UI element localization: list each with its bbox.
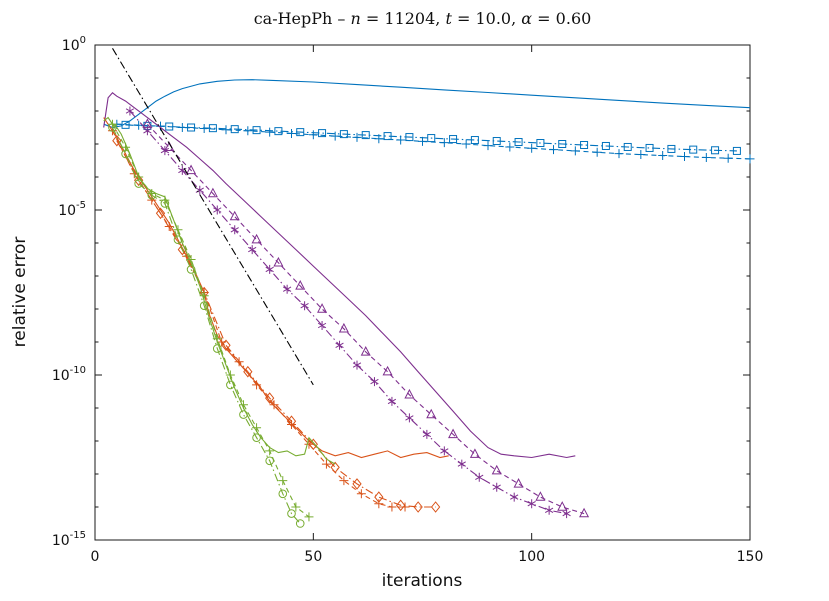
svg-text:10-10: 10-10	[52, 365, 86, 384]
title-segment: n	[350, 9, 361, 28]
series-purple-dashdot-asterisk	[129, 110, 567, 515]
x-axis-label: iterations	[381, 571, 463, 591]
svg-text:100: 100	[62, 35, 86, 54]
series-blue-dashed-plus	[116, 123, 751, 160]
series-green-dashed-plus	[112, 123, 310, 518]
title-segment: = 10.0,	[451, 9, 522, 28]
series-blue-dashdot-square	[125, 124, 737, 152]
chart-title: ca-HepPh – n = 11204, t = 10.0, α = 0.60	[95, 9, 750, 28]
svg-text:10-5: 10-5	[58, 200, 86, 219]
series-green-solid	[103, 116, 336, 465]
svg-text:50: 50	[304, 549, 322, 565]
title-segment: = 0.60	[532, 9, 592, 28]
svg-text:0: 0	[91, 549, 100, 565]
svg-text:10-15: 10-15	[52, 530, 86, 549]
series-green-dashdot-circle	[112, 127, 301, 524]
title-segment: ca-HepPh –	[253, 9, 351, 28]
title-segment: = 11204,	[360, 9, 446, 28]
svg-text:150: 150	[737, 549, 764, 565]
title-segment: t	[445, 9, 452, 28]
y-axis-label: relative error	[10, 236, 30, 348]
title-segment: α	[521, 9, 533, 28]
series-blue-solid	[103, 79, 751, 129]
svg-text:100: 100	[518, 549, 545, 565]
series-reference-slope	[112, 48, 314, 386]
series-orange-dashed-plus	[112, 130, 405, 508]
series-orange-dashdot-diamond	[116, 140, 436, 508]
series-purple-dashed-triangle	[146, 123, 585, 515]
series-purple-solid	[103, 92, 576, 459]
